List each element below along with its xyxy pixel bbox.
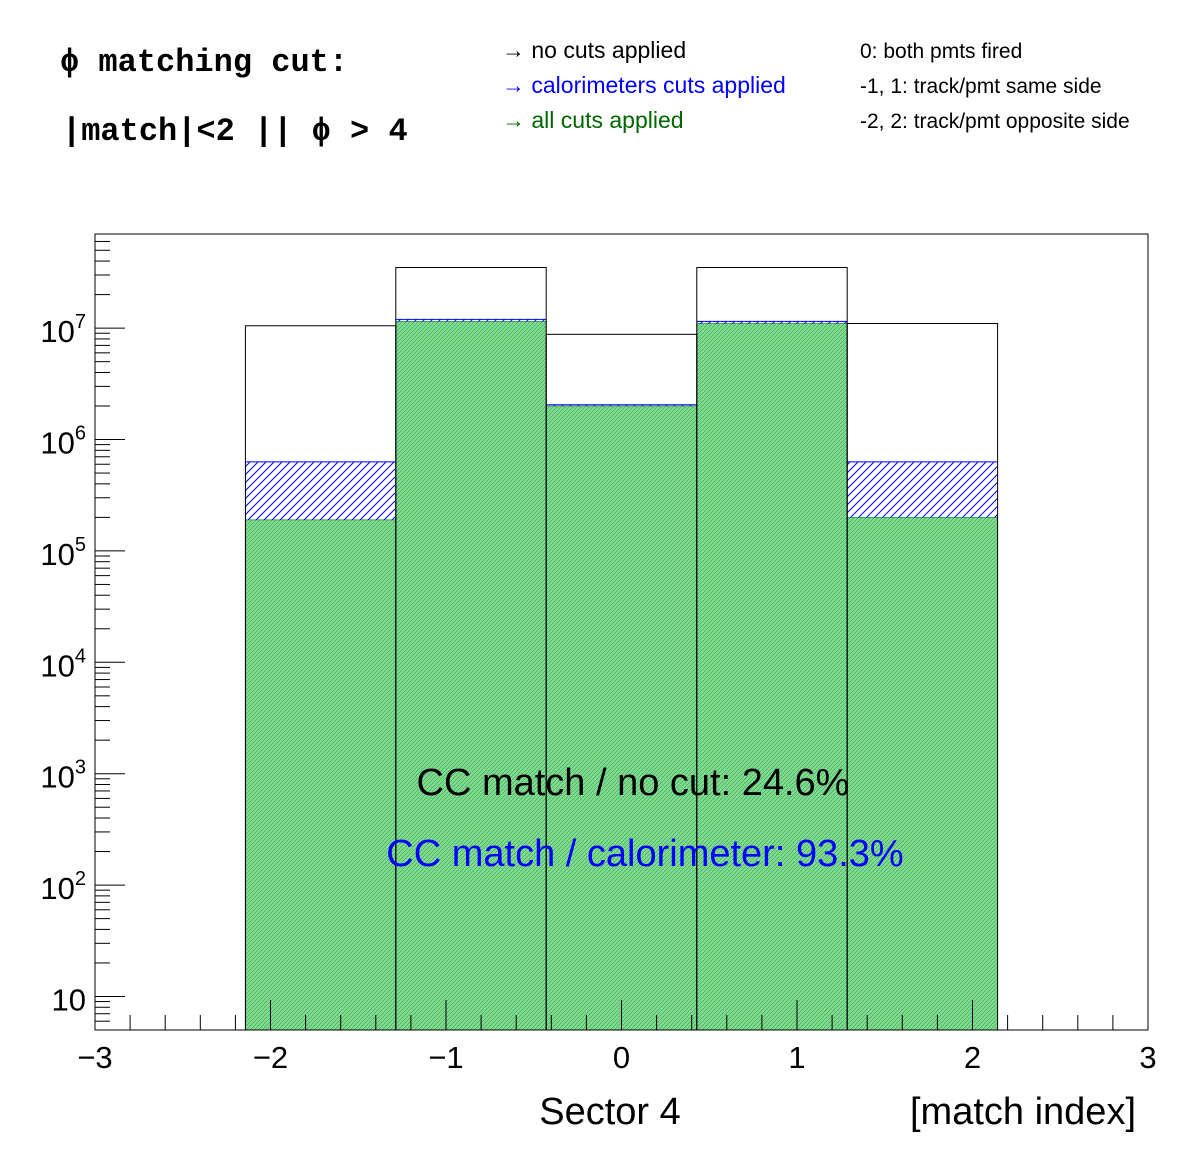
y-tick-label: 104 bbox=[40, 645, 86, 683]
cut-title: ϕ matching cut: bbox=[60, 44, 348, 81]
y-tick-labels: 10 102 103 104 105 106 107 bbox=[40, 311, 86, 1017]
bar-all-cuts-0 bbox=[545, 405, 698, 1031]
bar-calorimeter-hatch--2 bbox=[245, 461, 396, 520]
x-tick-label: −3 bbox=[77, 1040, 112, 1075]
y-tick-label: 107 bbox=[40, 311, 86, 349]
bar-calorimeter-hatch-1 bbox=[696, 321, 848, 324]
sector-label: Sector 4 bbox=[539, 1091, 681, 1133]
axis-ticks bbox=[94, 233, 1149, 1031]
bar-all-cuts--2 bbox=[245, 519, 397, 1031]
bar-all-cuts-1 bbox=[696, 323, 848, 1031]
cut-expression: |match|<2 || ϕ > 4 bbox=[62, 113, 408, 150]
x-tick-label: 1 bbox=[788, 1040, 805, 1075]
x-axis-label: [match index] bbox=[910, 1091, 1136, 1133]
legend-all-cuts: → all cuts applied bbox=[502, 107, 684, 133]
y-tick-label: 105 bbox=[40, 534, 86, 572]
legend-no-cuts: → no cuts applied bbox=[502, 37, 686, 63]
x-tick-label: −1 bbox=[428, 1040, 463, 1075]
y-tick-label: 103 bbox=[40, 757, 86, 795]
x-tick-label: 2 bbox=[964, 1040, 981, 1075]
x-tick-label: −2 bbox=[253, 1040, 288, 1075]
x-tick-label: 3 bbox=[1139, 1040, 1156, 1075]
note-both-pmts: 0: both pmts fired bbox=[860, 40, 1022, 63]
bar-calorimeter-hatch-2 bbox=[847, 461, 998, 518]
ratio-no-cut: CC match / no cut: 24.6% bbox=[417, 762, 850, 804]
ratio-calorimeter: CC match / calorimeter: 93.3% bbox=[386, 833, 903, 875]
x-tick-label: 0 bbox=[613, 1040, 630, 1075]
note-opposite-side: -2, 2: track/pmt opposite side bbox=[860, 110, 1130, 133]
bar-calorimeter-hatch-0 bbox=[546, 404, 697, 406]
bars-all-cuts bbox=[245, 320, 998, 1031]
bar-all-cuts--1 bbox=[395, 320, 547, 1031]
x-tick-labels: −3 −2 −1 0 1 2 3 bbox=[77, 1040, 1156, 1075]
bar-all-cuts-2 bbox=[846, 516, 998, 1031]
y-tick-label: 106 bbox=[40, 423, 86, 461]
legend-calorimeter-cuts: → calorimeters cuts applied bbox=[502, 72, 786, 98]
note-same-side: -1, 1: track/pmt same side bbox=[860, 75, 1102, 98]
bar-calorimeter-hatch--1 bbox=[395, 319, 547, 322]
y-tick-label: 102 bbox=[40, 868, 86, 906]
y-tick-label: 10 bbox=[52, 982, 86, 1017]
